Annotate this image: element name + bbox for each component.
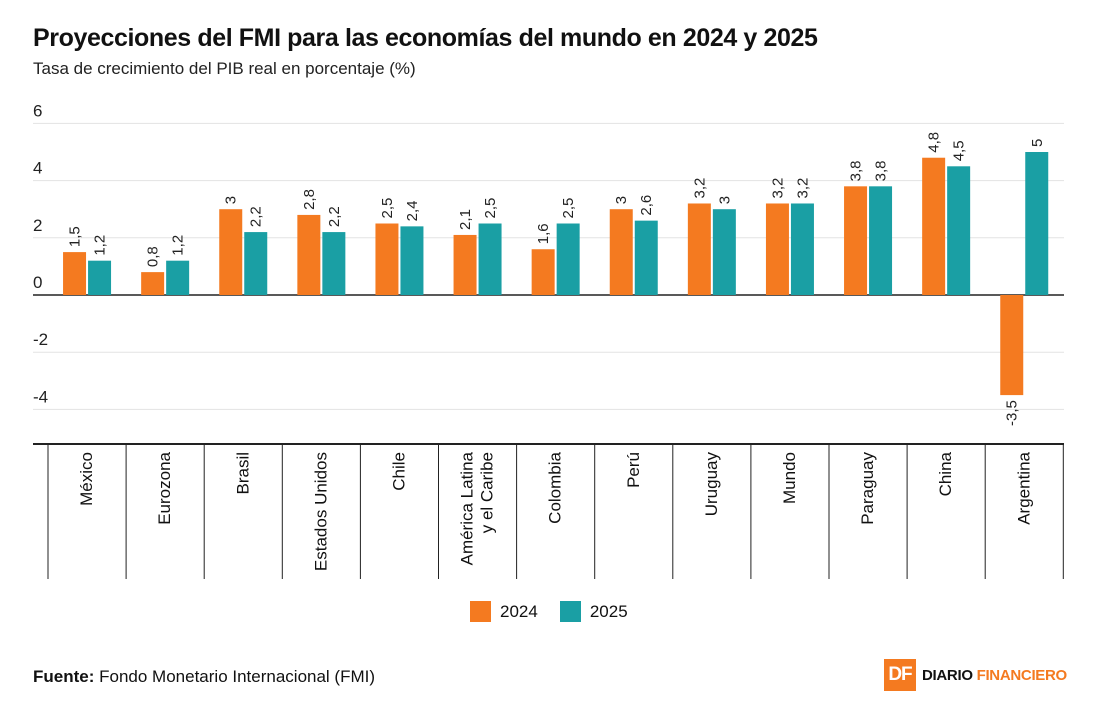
- bar-2025-7: [634, 220, 658, 295]
- category-label-2: Brasil: [233, 452, 252, 495]
- data-label-2024-11: 4,8: [926, 132, 943, 153]
- bar-2024-0: [63, 252, 87, 295]
- logo-word-financiero: FINANCIERO: [976, 666, 1068, 684]
- data-label-2025-12: 5: [1029, 139, 1046, 147]
- category-label-1: Eurozona: [155, 451, 174, 524]
- legend-label-2025: 2025: [589, 601, 628, 621]
- bar-2024-11: [922, 157, 946, 295]
- bar-2024-7: [609, 209, 633, 295]
- bar-2024-10: [844, 186, 868, 295]
- diario-financiero-logo: DF DIARIO FINANCIERO: [884, 659, 1067, 691]
- logo-word-diario: DIARIO: [922, 666, 973, 684]
- category-label-5: y el Caribe: [478, 452, 497, 533]
- category-label-3: Estados Unidos: [311, 452, 330, 571]
- data-label-2025-11: 4,5: [951, 140, 968, 161]
- data-label-2025-6: 2,5: [560, 198, 577, 219]
- logo-mark: DF: [884, 659, 916, 691]
- data-label-2025-0: 1,2: [92, 235, 109, 256]
- data-label-2024-12: -3,5: [1004, 400, 1021, 426]
- data-label-2025-2: 2,2: [248, 206, 265, 227]
- chart-legend: 2024 2025: [470, 601, 650, 622]
- legend-item-2024: 2024: [470, 601, 538, 622]
- bar-2025-0: [88, 260, 112, 295]
- bar-2025-1: [166, 260, 190, 295]
- bar-2024-8: [687, 203, 711, 295]
- data-label-2025-3: 2,2: [326, 206, 343, 227]
- category-label-7: Perú: [624, 452, 643, 488]
- data-label-2024-8: 3,2: [691, 178, 708, 199]
- bar-2025-8: [712, 209, 736, 295]
- data-label-2025-5: 2,5: [482, 198, 499, 219]
- y-tick-label: 4: [33, 159, 42, 178]
- bar-2024-12: [1000, 295, 1024, 396]
- y-tick-label: 6: [33, 101, 42, 120]
- bar-2024-4: [375, 223, 399, 295]
- bar-2024-3: [297, 214, 321, 295]
- bar-2024-9: [765, 203, 789, 295]
- data-label-2025-1: 1,2: [170, 235, 187, 256]
- y-tick-label: 2: [33, 216, 42, 235]
- data-label-2024-10: 3,8: [848, 160, 865, 181]
- source-text: Fondo Monetario Internacional (FMI): [99, 667, 376, 686]
- bar-2024-2: [219, 209, 243, 295]
- bar-2024-1: [141, 272, 165, 295]
- data-label-2024-7: 3: [613, 196, 630, 204]
- y-tick-label: 0: [33, 273, 42, 292]
- bar-2025-6: [556, 223, 580, 295]
- bar-2024-6: [531, 249, 555, 295]
- category-label-0: México: [77, 452, 96, 506]
- data-label-2025-4: 2,4: [404, 201, 421, 222]
- bar-2025-9: [790, 203, 814, 295]
- bar-2025-12: [1025, 152, 1049, 295]
- data-label-2024-1: 0,8: [145, 246, 162, 267]
- category-label-9: Mundo: [780, 452, 799, 504]
- data-label-2025-9: 3,2: [794, 178, 811, 199]
- bar-2025-11: [947, 166, 971, 295]
- source-note: Fuente: Fondo Monetario Internacional (F…: [33, 667, 375, 687]
- chart-title: Proyecciones del FMI para las economías …: [33, 24, 818, 52]
- chart-subtitle: Tasa de crecimiento del PIB real en porc…: [33, 59, 416, 78]
- data-label-2024-4: 2,5: [379, 198, 396, 219]
- data-label-2025-7: 2,6: [638, 195, 655, 216]
- data-label-2024-6: 1,6: [535, 223, 552, 244]
- data-label-2024-5: 2,1: [457, 209, 474, 230]
- category-label-4: Chile: [389, 452, 408, 491]
- data-label-2025-10: 3,8: [873, 160, 890, 181]
- category-label-8: Uruguay: [702, 452, 721, 517]
- data-label-2025-8: 3: [716, 196, 733, 204]
- legend-swatch-2025: [559, 601, 581, 622]
- data-label-2024-0: 1,5: [67, 226, 84, 247]
- legend-label-2024: 2024: [500, 601, 538, 621]
- data-label-2024-3: 2,8: [301, 189, 318, 210]
- logo-wordmark: DIARIO FINANCIERO: [922, 667, 1067, 684]
- category-label-12: Argentina: [1014, 451, 1033, 524]
- bar-2025-10: [869, 186, 893, 295]
- category-label-6: Colombia: [546, 451, 565, 523]
- category-label-10: Paraguay: [858, 452, 877, 525]
- bar-chart: 6 4 2 0 -2 -4 1,5 0,8 3 2,8 2,5 2,1 1,6 3 3,2 3,2 3,8 4,8…: [33, 101, 1064, 579]
- y-tick-label: -4: [33, 387, 48, 406]
- category-label-11: China: [936, 451, 955, 496]
- category-label-5: América Latina: [458, 451, 477, 565]
- bar-2024-5: [453, 234, 477, 295]
- bar-2025-2: [244, 232, 268, 295]
- bar-2025-5: [478, 223, 502, 295]
- legend-item-2025: 2025: [559, 601, 628, 622]
- legend-swatch-2024: [470, 601, 491, 622]
- y-tick-label: -2: [33, 330, 48, 349]
- data-label-2024-2: 3: [223, 196, 240, 204]
- bar-2025-4: [400, 226, 424, 295]
- bar-2025-3: [322, 232, 346, 295]
- source-label: Fuente:: [33, 667, 95, 686]
- data-label-2024-9: 3,2: [769, 178, 786, 199]
